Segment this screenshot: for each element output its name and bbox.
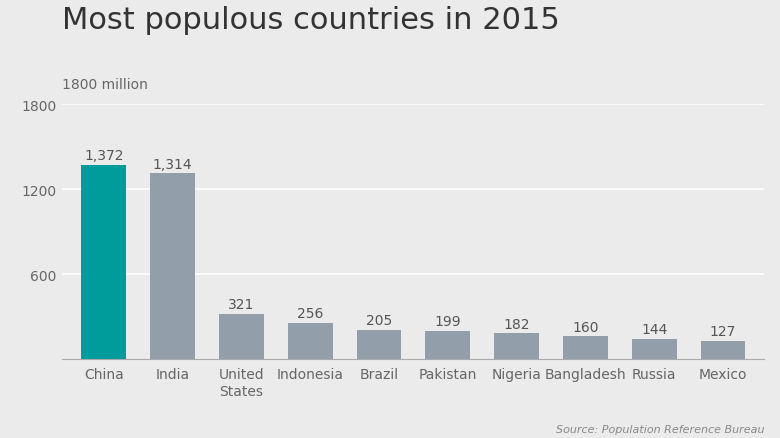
Bar (219, 314, 264, 359)
Text: Source: Population Reference Bureau: Source: Population Reference Bureau (556, 424, 764, 434)
Text: 321: 321 (229, 297, 254, 311)
Bar (495, 333, 539, 359)
Text: 1,372: 1,372 (84, 149, 123, 163)
Text: 199: 199 (434, 314, 461, 328)
Bar (288, 323, 332, 359)
Text: 182: 182 (503, 317, 530, 331)
Text: 1,314: 1,314 (153, 157, 193, 171)
Bar (356, 330, 402, 359)
Text: 144: 144 (641, 322, 668, 336)
Text: 160: 160 (573, 320, 599, 334)
Bar (150, 174, 195, 359)
Bar (632, 339, 677, 359)
Bar (700, 341, 746, 359)
Text: 205: 205 (366, 314, 392, 328)
Bar (81, 166, 126, 359)
Text: 1800 million: 1800 million (62, 78, 148, 92)
Bar (425, 331, 470, 359)
Text: 256: 256 (297, 307, 324, 321)
Bar (563, 336, 608, 359)
Text: Most populous countries in 2015: Most populous countries in 2015 (62, 6, 560, 35)
Text: 127: 127 (710, 325, 736, 339)
